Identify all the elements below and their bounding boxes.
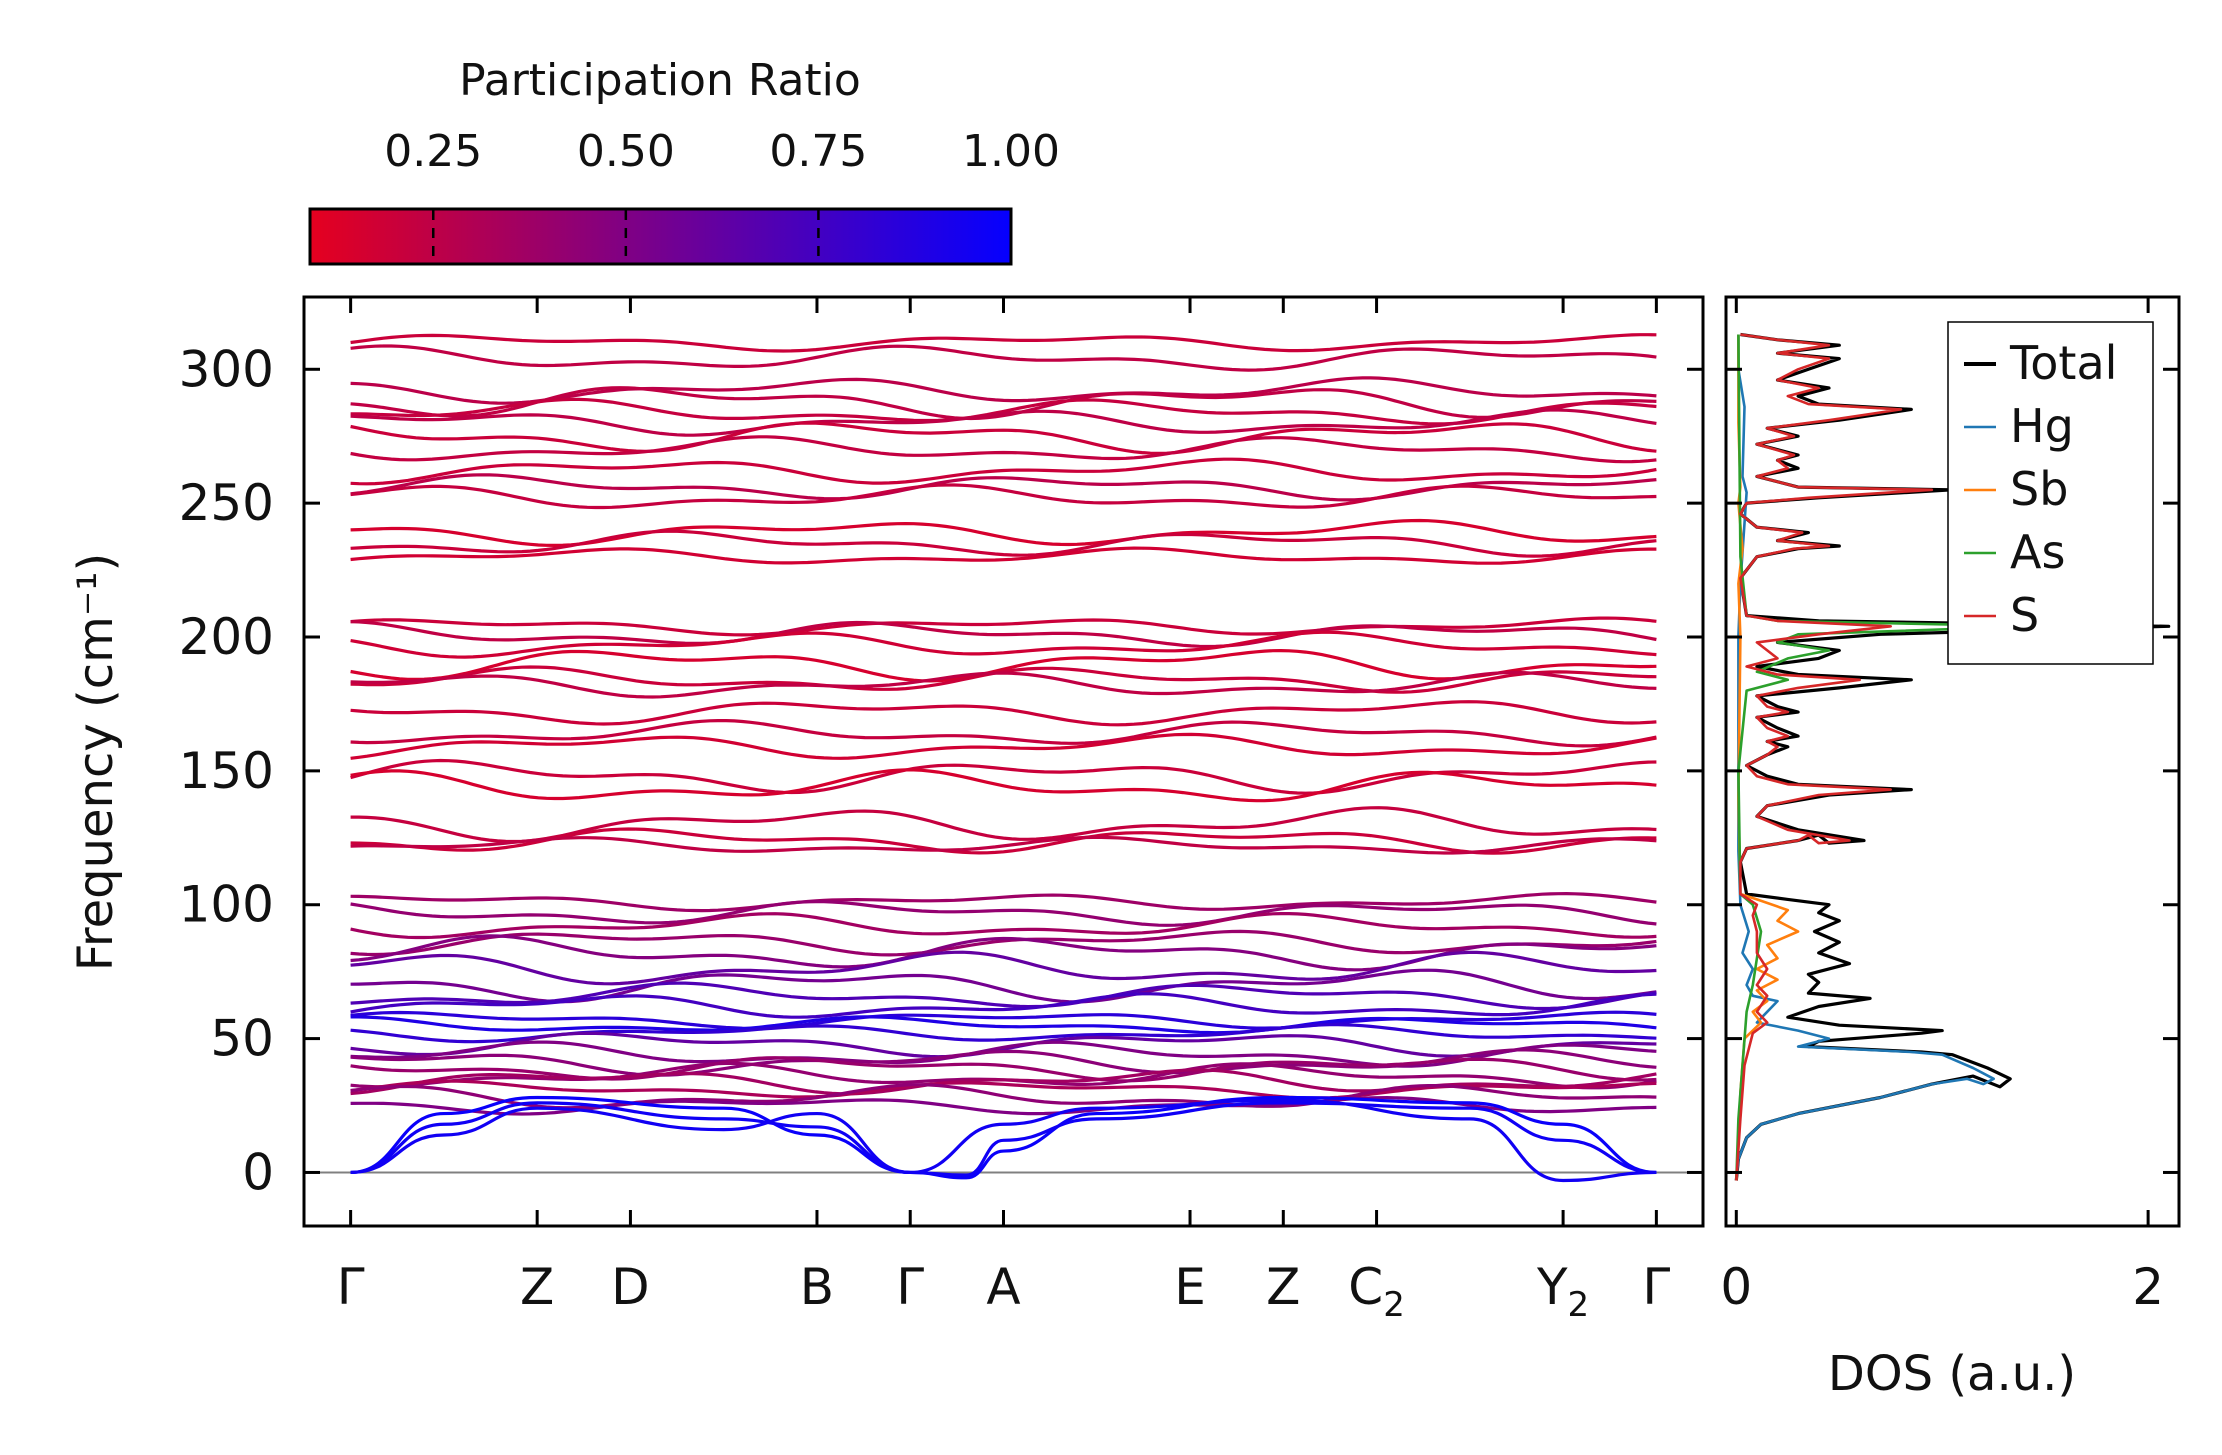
- legend-label: Hg: [2010, 399, 2074, 453]
- phonon-branch: [350, 1048, 1657, 1077]
- x-tick-label: D: [611, 1258, 650, 1316]
- x-tick-label: Y2: [1536, 1258, 1589, 1325]
- x-tick-label: Γ: [1642, 1258, 1670, 1316]
- phonon-branch: [350, 806, 1657, 844]
- phonon-branch: [350, 912, 1657, 940]
- colorbar-ticks: [432, 210, 820, 263]
- phonon-branch: [350, 670, 1657, 699]
- phonon-branch: [350, 1056, 1657, 1083]
- phonon-branch: [350, 397, 1657, 426]
- y-tick-label: 150: [179, 742, 274, 800]
- dos-x-tick-label: 0: [1720, 1258, 1752, 1316]
- phonon-branch: [350, 518, 1657, 548]
- legend-label: As: [2010, 525, 2065, 579]
- phonon-branch: [350, 768, 1657, 803]
- phonon-branch: [350, 546, 1657, 565]
- band-y-ticks: 0 50 100 150 200 250 300: [179, 340, 1703, 1201]
- colorbar: Participation Ratio 0.25 0.50 0.75 1.00: [308, 55, 1060, 266]
- phonon-branch: [350, 981, 1657, 1011]
- dos-line-as: [1735, 334, 2037, 1181]
- x-tick-label: E: [1174, 1258, 1206, 1316]
- phonon-branch: [350, 1010, 1657, 1030]
- y-tick-label: 0: [242, 1143, 274, 1201]
- phonon-branch: [350, 483, 1657, 510]
- y-tick-label: 100: [179, 876, 274, 934]
- legend-label: Total: [2009, 336, 2117, 390]
- x-tick-label: Z: [520, 1258, 554, 1316]
- phonon-branch: [350, 1040, 1657, 1068]
- colorbar-tick-label: 0.25: [384, 126, 482, 177]
- phonon-branch: [350, 827, 1657, 855]
- phonon-branch: [350, 630, 1657, 659]
- phonon-branch: [350, 719, 1657, 748]
- dos-x-tick-label: 2: [2132, 1258, 2164, 1316]
- phonon-branch: [350, 435, 1657, 464]
- colorbar-gradient: [308, 207, 1013, 266]
- x-tick-label: Z: [1266, 1258, 1300, 1316]
- phonon-branch: [350, 891, 1657, 913]
- x-tick-label: A: [986, 1258, 1020, 1316]
- band-x-ticks: Γ Z D B Γ A E Z C2 Y2 Γ: [337, 297, 1670, 1325]
- legend-box: [1947, 321, 2154, 665]
- phonon-branch: [350, 899, 1657, 927]
- colorbar-tick-label: 0.50: [577, 126, 675, 177]
- dos-x-axis-label: DOS (a.u.): [1828, 1346, 2076, 1402]
- phonon-branch: [350, 648, 1657, 683]
- phonon-branch: [350, 376, 1657, 405]
- y-axis-label: Frequency (cm⁻¹): [68, 553, 124, 971]
- acoustic-branch: [350, 1095, 1657, 1180]
- dos-series: [1734, 332, 2171, 1181]
- phonon-branch: [350, 529, 1657, 558]
- dos-axes-frame: [1724, 295, 2181, 1228]
- x-tick-label: Γ: [337, 1258, 365, 1316]
- dos-line-s: [1735, 333, 1934, 1181]
- y-tick-label: 300: [179, 340, 274, 398]
- phonon-branch: [350, 732, 1657, 760]
- legend-label: Sb: [2010, 462, 2068, 516]
- phonon-branch: [350, 616, 1657, 637]
- y-tick-label: 200: [179, 608, 274, 666]
- phonon-branch: [350, 333, 1657, 353]
- colorbar-tick-label: 0.75: [769, 126, 867, 177]
- legend-label: S: [2010, 588, 2039, 642]
- y-tick-label: 50: [210, 1010, 274, 1068]
- phonon-branch: [350, 386, 1657, 421]
- phonon-branch: [350, 620, 1657, 649]
- x-tick-label: Γ: [896, 1258, 924, 1316]
- acoustic-branch: [350, 1098, 1657, 1183]
- y-tick-label: 250: [179, 474, 274, 532]
- phonon-branch: [350, 929, 1657, 957]
- phonon-branch: [350, 408, 1657, 437]
- colorbar-tick-label: 1.00: [962, 126, 1060, 177]
- colorbar-title: Participation Ratio: [459, 55, 861, 106]
- phonon-branch: [350, 1015, 1657, 1035]
- phonon-branch: [350, 1031, 1657, 1059]
- acoustic-branch: [350, 1101, 1657, 1177]
- x-tick-label: B: [800, 1258, 834, 1316]
- colorbar-tick-labels: 0.25 0.50 0.75 1.00: [384, 126, 1060, 177]
- phonon-bands: [350, 333, 1657, 1183]
- phonon-branch: [350, 992, 1657, 1019]
- phonon-branch: [350, 700, 1657, 727]
- phonon-branch: [350, 835, 1657, 855]
- phonon-branch: [350, 421, 1657, 455]
- phonon-branch: [350, 457, 1657, 486]
- phonon-branch: [350, 344, 1657, 372]
- dos-legend: Total Hg Sb As S: [1947, 321, 2154, 665]
- phonon-branch: [350, 950, 1657, 986]
- x-tick-label: C2: [1348, 1258, 1405, 1325]
- dos-line-sb: [1735, 334, 1800, 1181]
